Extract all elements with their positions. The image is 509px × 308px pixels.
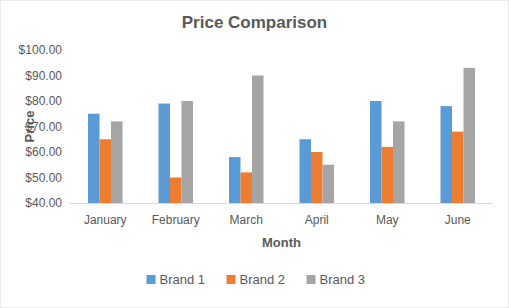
bar (111, 121, 123, 203)
x-tick-label: February (152, 213, 200, 227)
x-axis (70, 203, 493, 204)
bar (393, 121, 405, 203)
bar (300, 139, 312, 203)
y-tick-label: $90.00 (25, 69, 62, 83)
bar (100, 139, 112, 203)
y-tick-label: $40.00 (25, 196, 62, 210)
legend: Brand 1 Brand 2 Brand 3 (147, 272, 366, 287)
y-tick-label: $50.00 (25, 171, 62, 185)
x-tick-label: January (84, 213, 127, 227)
legend-label: Brand 3 (320, 272, 366, 287)
y-tick-label: $60.00 (25, 145, 62, 159)
bar (323, 165, 335, 203)
bar (452, 132, 464, 203)
bar (241, 172, 253, 203)
bar (370, 101, 382, 203)
bar (311, 152, 323, 203)
bar (252, 76, 264, 204)
bar (441, 106, 453, 203)
bar (159, 104, 171, 203)
legend-swatch (307, 275, 316, 284)
x-tick-label: May (376, 213, 399, 227)
x-axis-title: Month (262, 235, 301, 250)
legend-label: Brand 2 (240, 272, 286, 287)
legend-swatch (147, 275, 156, 284)
background (0, 0, 509, 308)
y-axis (70, 50, 71, 203)
x-tick-label: March (230, 213, 263, 227)
legend-label: Brand 1 (160, 272, 206, 287)
x-tick-label: April (305, 213, 329, 227)
title: Price Comparison (182, 13, 328, 32)
bar (464, 68, 476, 203)
bar (229, 157, 241, 203)
legend-swatch (227, 275, 236, 284)
bar (382, 147, 394, 203)
bar (182, 101, 194, 203)
bar (88, 114, 100, 203)
bars (88, 68, 475, 203)
y-tick-label: $80.00 (25, 94, 62, 108)
bar (170, 178, 182, 204)
y-tick-label: $100.00 (19, 43, 63, 57)
chart: Price Comparison$40.00$50.00$60.00$70.00… (0, 0, 509, 308)
y-axis-title: Price (22, 111, 37, 143)
x-tick-label: June (445, 213, 471, 227)
